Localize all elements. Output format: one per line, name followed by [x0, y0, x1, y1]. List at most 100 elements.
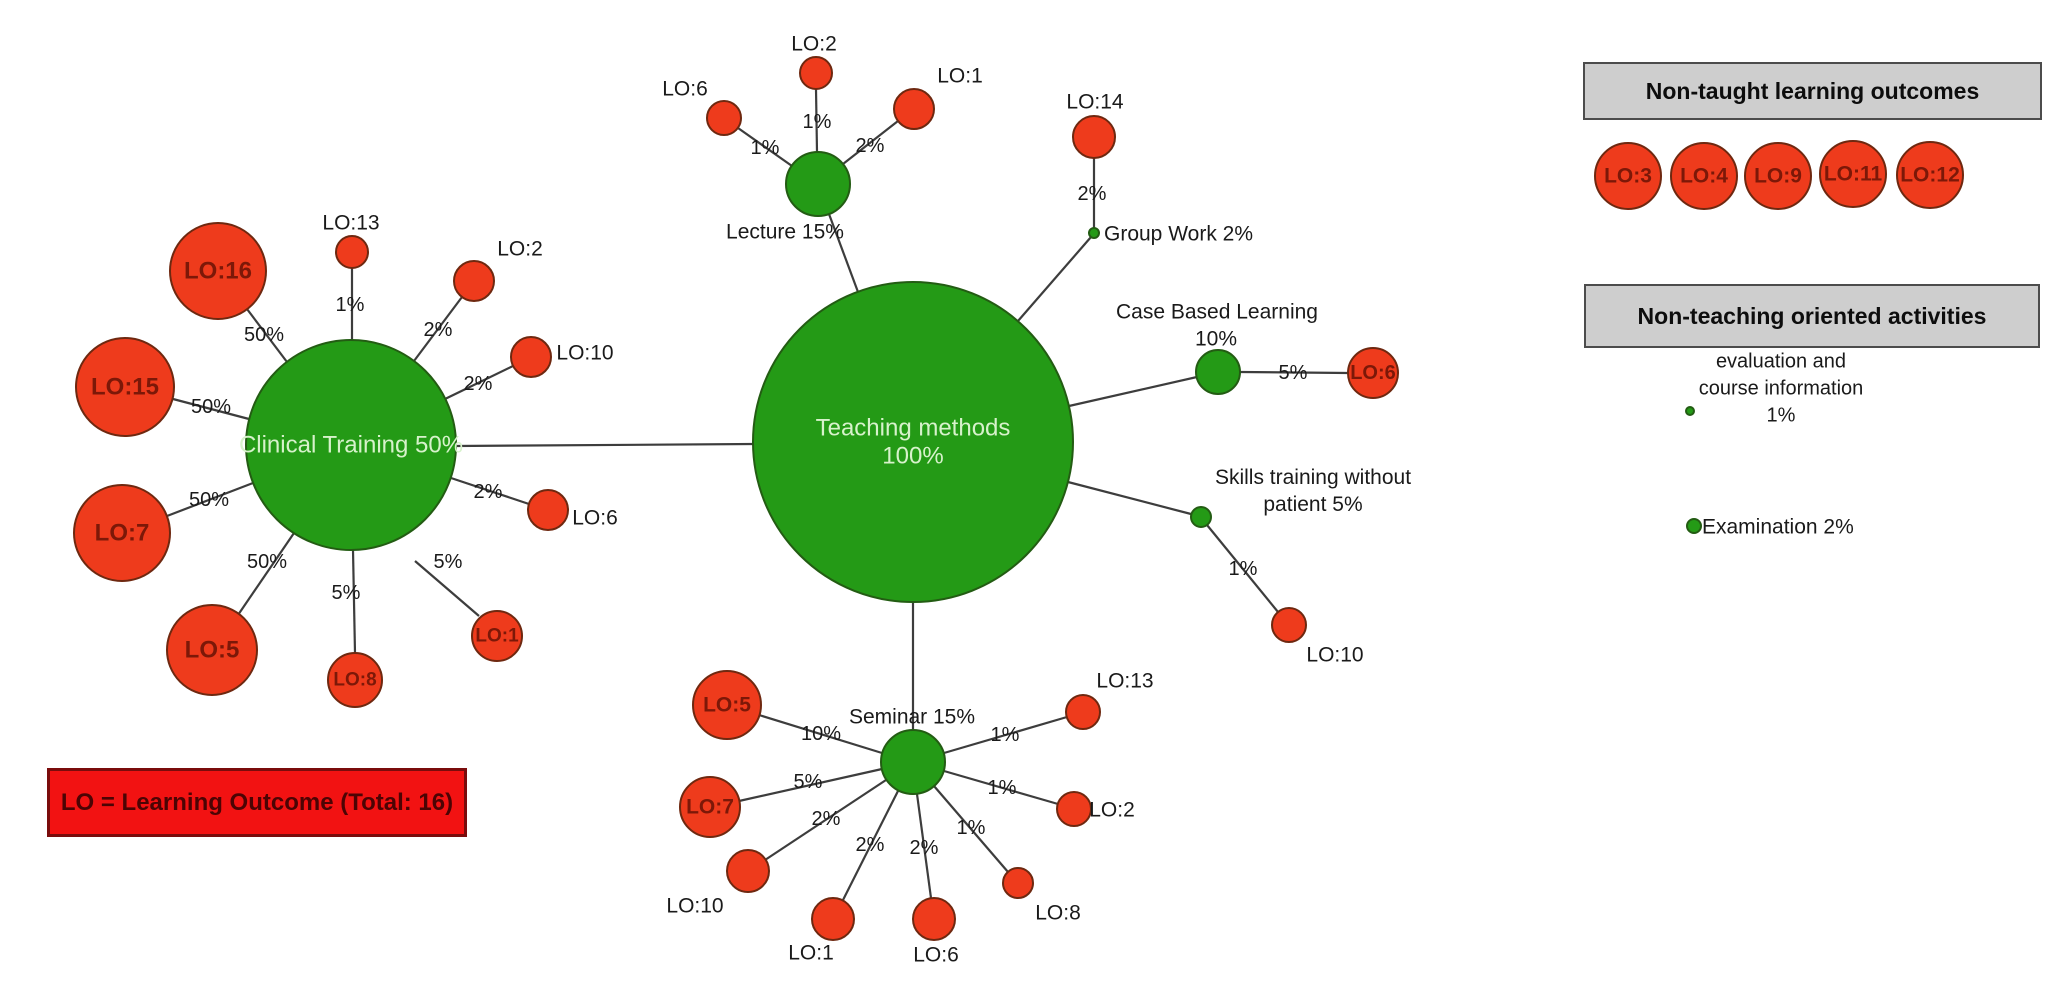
pct-groupwork-lo14: 2%: [1078, 183, 1107, 205]
node-lo4-panel: [1670, 142, 1738, 210]
lo13-seminar-label: LO:13: [1096, 670, 1153, 693]
edge-seminar-lo6: [915, 793, 933, 899]
node-label-lo7-seminar: LO:7: [686, 796, 734, 819]
lo6-seminar-label: LO:6: [913, 944, 959, 967]
edge-seminar-lo2: [943, 769, 1059, 806]
node-lo8-seminar: [1002, 867, 1034, 899]
node-label-teaching-methods-line2: 100%: [882, 443, 943, 470]
panel-non-teaching-title: Non-teaching oriented activities: [1637, 302, 1987, 329]
node-lo2-lecture: [799, 56, 833, 90]
node-lo5-clinical: [166, 604, 258, 696]
edge-clinical-lo1: [414, 560, 480, 617]
pct-lecture-lo2: 1%: [803, 111, 832, 133]
node-lecture: [785, 151, 851, 217]
pct-seminar-lo13: 1%: [991, 724, 1020, 746]
edge-lecture-lo6: [737, 127, 793, 167]
node-lo6-clinical: [527, 489, 569, 531]
node-lo7-seminar: [679, 776, 741, 838]
lo1-seminar-label: LO:1: [788, 942, 834, 965]
node-lo15-clinical: [75, 337, 175, 437]
pct-seminar-lo2: 1%: [988, 777, 1017, 799]
cbl-label: Case Based Learning: [1116, 301, 1318, 324]
edge-skills-lo10: [1206, 524, 1279, 613]
panel-non-taught-title: Non-taught learning outcomes: [1645, 77, 1980, 104]
node-lo11-panel: [1819, 140, 1887, 208]
examination-label: Examination 2%: [1702, 516, 1854, 539]
lo1-lecture-label: LO:1: [937, 65, 983, 88]
legend-lo-total: LO = Learning Outcome (Total: 16): [47, 768, 467, 837]
node-midcourse-dot: [1685, 406, 1695, 416]
node-seminar: [880, 729, 946, 795]
node-lo2-seminar: [1056, 791, 1092, 827]
edge-tm-cbl: [1068, 375, 1198, 408]
pct-seminar-lo5: 10%: [801, 723, 841, 745]
node-lo8-clinical: [327, 652, 383, 708]
lo2-lecture-label: LO:2: [791, 33, 837, 56]
node-lo1-seminar: [811, 897, 855, 941]
edge-tm-groupwork: [1017, 236, 1092, 322]
node-label-lo3-panel: LO:3: [1604, 165, 1652, 188]
pct-seminar-lo6: 2%: [910, 837, 939, 859]
node-label-lo16-clinical: LO:16: [184, 258, 252, 285]
node-lo1-clinical: [471, 610, 523, 662]
node-label-lo8-clinical: LO:8: [333, 670, 376, 691]
edge-clinical-lo2: [413, 296, 463, 362]
edge-cbl-lo6: [1239, 370, 1349, 375]
edge-clinical-lo6: [450, 476, 530, 506]
node-lo12-panel: [1896, 141, 1964, 209]
node-lo10-clinical: [510, 336, 552, 378]
midcourse-label-line2: evaluation and: [1716, 351, 1846, 373]
node-lo10-skills: [1271, 607, 1307, 643]
edge-tm-skills: [1067, 480, 1192, 516]
node-lo5-seminar: [692, 670, 762, 740]
edge-tm-lecture: [827, 213, 860, 293]
node-lo2-clinical: [453, 260, 495, 302]
lo2-clinical-label: LO:2: [497, 238, 543, 261]
node-lo6-seminar: [912, 897, 956, 941]
edge-lecture-lo2: [814, 88, 819, 153]
pct-clinical-lo5: 50%: [247, 551, 287, 573]
lo10-clinical-label: LO:10: [556, 342, 613, 365]
pct-seminar-lo10: 2%: [812, 808, 841, 830]
node-label-lo9-panel: LO:9: [1754, 165, 1802, 188]
pct-clinical-lo16: 50%: [244, 324, 284, 346]
panel-non-taught-outcomes: Non-taught learning outcomes: [1583, 62, 2042, 120]
pct-cbl-lo6: 5%: [1279, 362, 1308, 384]
node-label-lo7-clinical: LO:7: [95, 520, 150, 547]
midcourse-label-line3: course information: [1699, 378, 1864, 400]
pct-clinical-lo15: 50%: [191, 396, 231, 418]
edge-tm-clinical: [454, 442, 755, 448]
edge-seminar-lo7: [738, 767, 883, 803]
node-label-lo4-panel: LO:4: [1680, 165, 1728, 188]
edge-clinical-lo7: [166, 481, 254, 518]
node-label-lo5-clinical: LO:5: [185, 637, 240, 664]
edge-clinical-lo8: [351, 549, 357, 654]
pct-clinical-lo2: 2%: [424, 319, 453, 341]
node-lo13-clinical: [335, 235, 369, 269]
legend-lo-total-text: LO = Learning Outcome (Total: 16): [60, 788, 454, 816]
pct-lecture-lo6: 1%: [751, 137, 780, 159]
edge-clinical-lo10: [444, 365, 514, 400]
node-lo10-seminar: [726, 849, 770, 893]
edge-clinical-lo16: [246, 308, 288, 363]
edge-seminar-lo8: [933, 785, 1009, 873]
pct-lecture-lo1: 2%: [856, 135, 885, 157]
lo10-skills-label: LO:10: [1306, 644, 1363, 667]
node-label-teaching-methods-line1: Teaching methods: [816, 414, 1011, 441]
lo6-lecture-label: LO:6: [662, 78, 708, 101]
node-skills-training-dot: [1190, 506, 1212, 528]
skills-label-line1: Skills training without: [1215, 466, 1411, 489]
pct-clinical-lo8: 5%: [332, 582, 361, 604]
skills-label-line2: patient 5%: [1263, 493, 1362, 516]
pct-clinical-lo10: 2%: [464, 373, 493, 395]
node-examination-dot: [1686, 518, 1702, 534]
edge-clinical-lo15: [172, 397, 250, 421]
edge-seminar-lo10: [764, 779, 887, 861]
lo14-label: LO:14: [1066, 91, 1124, 114]
edge-clinical-lo5: [237, 532, 295, 616]
pct-clinical-lo6: 2%: [474, 481, 503, 503]
lo10-seminar-label: LO:10: [666, 895, 723, 918]
node-lo1-lecture: [893, 88, 935, 130]
